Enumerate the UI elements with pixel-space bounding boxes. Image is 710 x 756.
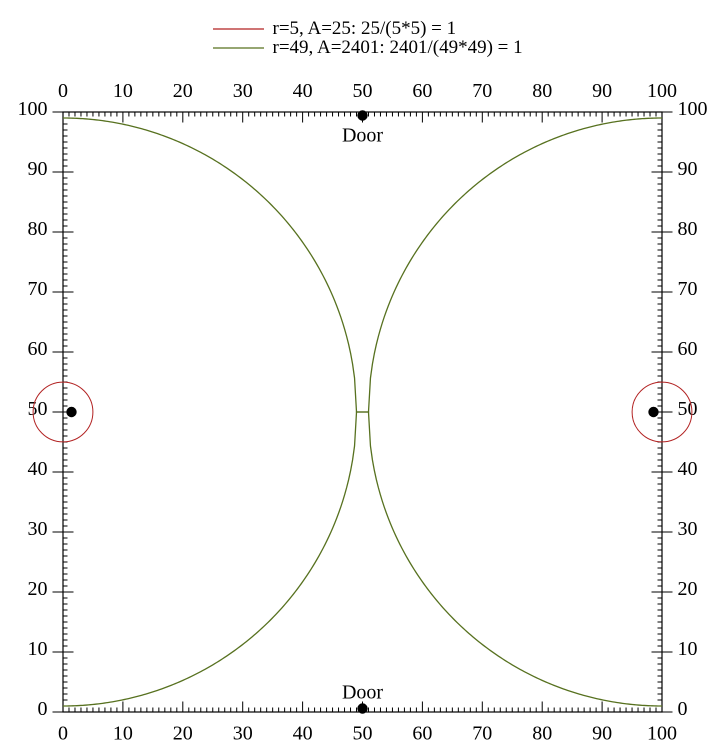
svg-text:r=49, A=2401: 2401/(49*49) = 1: r=49, A=2401: 2401/(49*49) = 1 [273,37,523,58]
svg-text:10: 10 [113,723,133,745]
svg-text:70: 70 [28,278,48,300]
svg-text:40: 40 [678,458,698,480]
svg-text:10: 10 [28,638,48,660]
svg-text:90: 90 [592,723,612,745]
svg-text:60: 60 [412,80,432,102]
svg-text:80: 80 [678,218,698,240]
svg-text:50: 50 [678,398,698,420]
svg-text:90: 90 [592,80,612,102]
svg-text:10: 10 [113,80,133,102]
svg-text:Door: Door [342,682,383,704]
svg-text:30: 30 [233,80,253,102]
svg-text:r=5, A=25: 25/(5*5) = 1: r=5, A=25: 25/(5*5) = 1 [273,18,457,39]
svg-text:90: 90 [28,158,48,180]
svg-text:70: 70 [472,80,492,102]
svg-text:60: 60 [28,338,48,360]
svg-text:Door: Door [342,125,383,147]
svg-text:50: 50 [353,723,373,745]
svg-text:10: 10 [678,638,698,660]
svg-text:30: 30 [233,723,253,745]
svg-text:50: 50 [28,398,48,420]
svg-text:100: 100 [678,98,708,120]
svg-text:0: 0 [38,698,48,720]
svg-text:20: 20 [678,578,698,600]
svg-text:60: 60 [678,338,698,360]
svg-text:0: 0 [678,698,688,720]
svg-text:70: 70 [472,723,492,745]
svg-text:20: 20 [173,80,193,102]
svg-text:100: 100 [647,80,677,102]
svg-text:50: 50 [353,80,373,102]
svg-text:60: 60 [412,723,432,745]
svg-text:30: 30 [28,518,48,540]
svg-text:40: 40 [293,723,313,745]
svg-text:0: 0 [58,723,68,745]
svg-text:80: 80 [532,80,552,102]
svg-text:90: 90 [678,158,698,180]
svg-text:20: 20 [28,578,48,600]
svg-text:100: 100 [18,98,48,120]
svg-text:30: 30 [678,518,698,540]
svg-text:20: 20 [173,723,193,745]
svg-text:80: 80 [532,723,552,745]
svg-text:80: 80 [28,218,48,240]
svg-text:40: 40 [28,458,48,480]
svg-text:100: 100 [647,723,677,745]
svg-text:40: 40 [293,80,313,102]
svg-text:0: 0 [58,80,68,102]
svg-text:70: 70 [678,278,698,300]
